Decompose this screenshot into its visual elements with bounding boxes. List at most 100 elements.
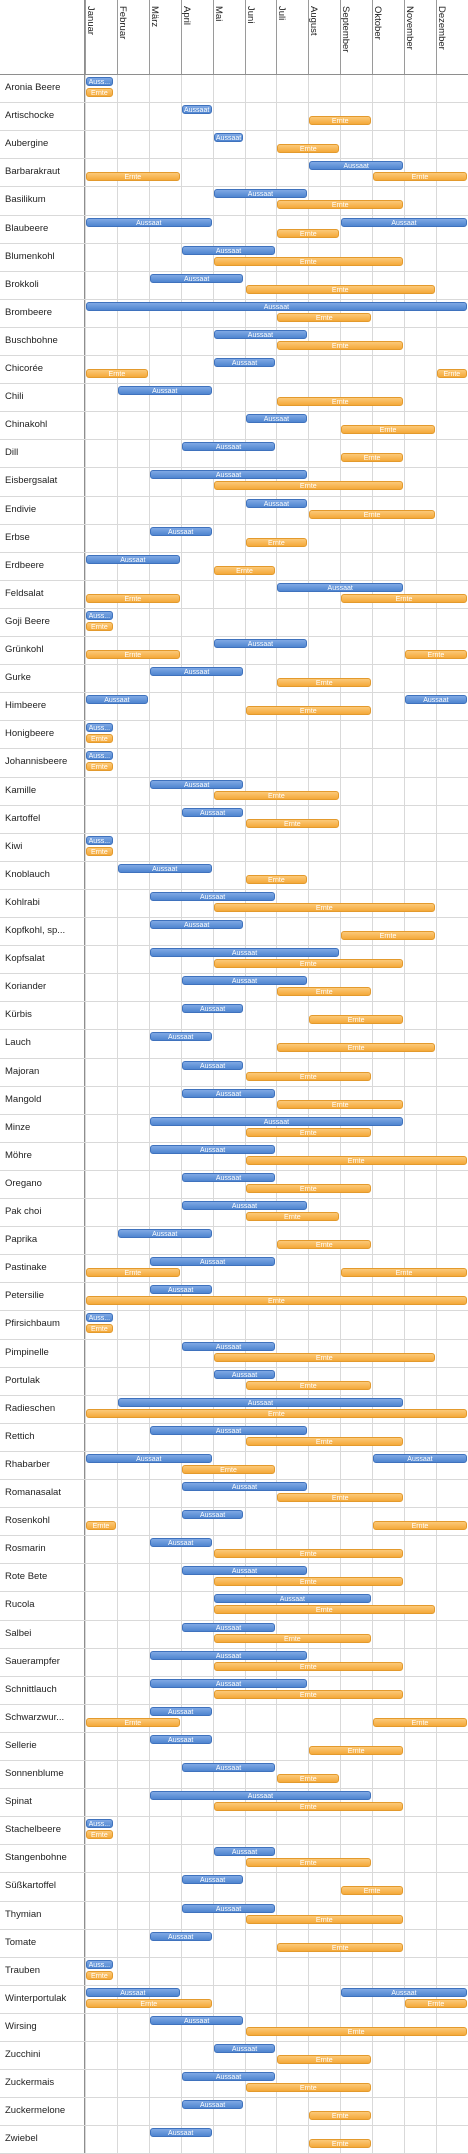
harvest-bar[interactable]: Ernte [341,453,403,463]
harvest-bar[interactable]: Ernte [213,959,403,969]
sowing-bar[interactable]: Aussaat [181,245,276,255]
harvest-bar[interactable]: Ernte [86,1830,113,1840]
harvest-bar[interactable]: Ernte [213,1352,435,1362]
sowing-bar[interactable]: Aussaat [181,1004,244,1014]
sowing-bar[interactable]: Aussaat [309,161,403,171]
harvest-bar[interactable]: Ernte [86,1970,113,1980]
harvest-bar[interactable]: Ernte [86,369,148,378]
sowing-bar[interactable]: Aussaat [86,554,180,564]
harvest-bar[interactable]: Ernte [213,1549,403,1559]
harvest-bar[interactable]: Ernte [405,650,467,659]
harvest-bar[interactable]: Ernte [245,1155,467,1165]
harvest-bar[interactable]: Ernte [341,425,435,435]
harvest-bar[interactable]: Ernte [213,1577,403,1587]
sowing-bar[interactable]: Aussaat [86,695,148,705]
sowing-bar[interactable]: Aussaat [149,2128,212,2138]
harvest-bar[interactable]: Ernte [309,116,372,126]
harvest-bar[interactable]: Ernte [277,312,372,322]
sowing-bar[interactable]: Aussaat [181,1875,244,1885]
harvest-bar[interactable]: Ernte [277,1043,435,1053]
sowing-bar[interactable]: Aussaat [245,498,308,508]
sowing-bar[interactable]: Aussaat [181,105,212,115]
sowing-bar[interactable]: Auss... [86,1819,113,1829]
sowing-bar[interactable]: Aussaat [213,639,308,648]
harvest-bar[interactable]: Ernte [86,172,180,182]
sowing-bar[interactable]: Aussaat [149,1678,308,1688]
harvest-bar[interactable]: Ernte [86,1521,116,1531]
harvest-bar[interactable]: Ernte [309,1745,403,1755]
harvest-bar[interactable]: Ernte [245,1380,372,1390]
sowing-bar[interactable]: Aussaat [149,470,308,480]
harvest-bar[interactable]: Ernte [245,1914,403,1924]
harvest-bar[interactable]: Ernte [245,1858,372,1868]
sowing-bar[interactable]: Aussaat [149,1144,276,1154]
sowing-bar[interactable]: Aussaat [149,1791,372,1801]
sowing-bar[interactable]: Aussaat [181,2072,276,2082]
harvest-bar[interactable]: Ernte [277,678,372,688]
sowing-bar[interactable]: Aussaat [149,1116,403,1126]
sowing-bar[interactable]: Aussaat [149,948,340,958]
harvest-bar[interactable]: Ernte [86,621,113,631]
harvest-bar[interactable]: Ernte [245,874,308,884]
harvest-bar[interactable]: Ernte [341,1268,467,1278]
sowing-bar[interactable]: Aussaat [213,1594,372,1604]
sowing-bar[interactable]: Aussaat [181,1088,276,1098]
sowing-bar[interactable]: Aussaat [86,1987,180,1997]
sowing-bar[interactable]: Aussaat [213,1369,276,1379]
harvest-bar[interactable]: Ernte [245,818,340,828]
harvest-bar[interactable]: Ernte [86,734,113,744]
sowing-bar[interactable]: Aussaat [181,1060,244,1070]
sowing-bar[interactable]: Aussaat [117,863,212,873]
sowing-bar[interactable]: Auss... [86,1959,113,1969]
harvest-bar[interactable]: Ernte [277,1774,340,1783]
harvest-bar[interactable]: Ernte [181,1464,276,1474]
harvest-bar[interactable]: Ernte [245,2083,372,2093]
harvest-bar[interactable]: Ernte [213,790,340,800]
sowing-bar[interactable]: Aussaat [181,807,244,817]
harvest-bar[interactable]: Ernte [277,987,372,997]
sowing-bar[interactable]: Aussaat [181,1510,244,1520]
harvest-bar[interactable]: Ernte [309,1015,403,1025]
harvest-bar[interactable]: Ernte [245,1436,403,1446]
harvest-bar[interactable]: Ernte [373,172,467,182]
sowing-bar[interactable]: Aussaat [181,1566,308,1576]
harvest-bar[interactable]: Ernte [277,1493,403,1502]
harvest-bar[interactable]: Ernte [373,1521,467,1531]
harvest-bar[interactable]: Ernte [405,1998,467,2008]
sowing-bar[interactable]: Aussaat [181,2100,244,2110]
sowing-bar[interactable]: Aussaat [149,273,244,283]
harvest-bar[interactable]: Ernte [341,931,435,940]
harvest-bar[interactable]: Ernte [245,2026,467,2036]
sowing-bar[interactable]: Aussaat [181,1903,276,1913]
harvest-bar[interactable]: Ernte [341,1886,403,1896]
harvest-bar[interactable]: Ernte [436,369,467,378]
sowing-bar[interactable]: Aussaat [213,2044,276,2053]
harvest-bar[interactable]: Ernte [245,1071,372,1081]
harvest-bar[interactable]: Ernte [309,509,435,519]
sowing-bar[interactable]: Aussaat [117,386,212,396]
harvest-bar[interactable]: Ernte [277,228,340,238]
harvest-bar[interactable]: Ernte [213,565,276,575]
harvest-bar[interactable]: Ernte [86,593,180,603]
sowing-bar[interactable]: Auss... [86,835,113,845]
sowing-bar[interactable]: Aussaat [181,1172,276,1182]
sowing-bar[interactable]: Aussaat [149,1425,308,1435]
sowing-bar[interactable]: Auss... [86,77,113,86]
sowing-bar[interactable]: Auss... [86,723,113,733]
harvest-bar[interactable]: Ernte [277,144,340,154]
sowing-bar[interactable]: Aussaat [149,1257,276,1267]
harvest-bar[interactable]: Ernte [277,1240,372,1250]
sowing-bar[interactable]: Auss... [86,751,113,761]
harvest-bar[interactable]: Ernte [277,1942,403,1952]
sowing-bar[interactable]: Aussaat [181,1622,276,1632]
harvest-bar[interactable]: Ernte [245,1183,372,1193]
sowing-bar[interactable]: Aussaat [181,976,308,986]
sowing-bar[interactable]: Aussaat [181,442,276,452]
harvest-bar[interactable]: Ernte [86,1324,113,1334]
sowing-bar[interactable]: Aussaat [181,1763,276,1772]
harvest-bar[interactable]: Ernte [86,1717,180,1727]
sowing-bar[interactable]: Aussaat [86,1453,212,1463]
sowing-bar[interactable]: Aussaat [86,217,212,227]
harvest-bar[interactable]: Ernte [277,1099,403,1109]
harvest-bar[interactable]: Ernte [245,537,308,547]
